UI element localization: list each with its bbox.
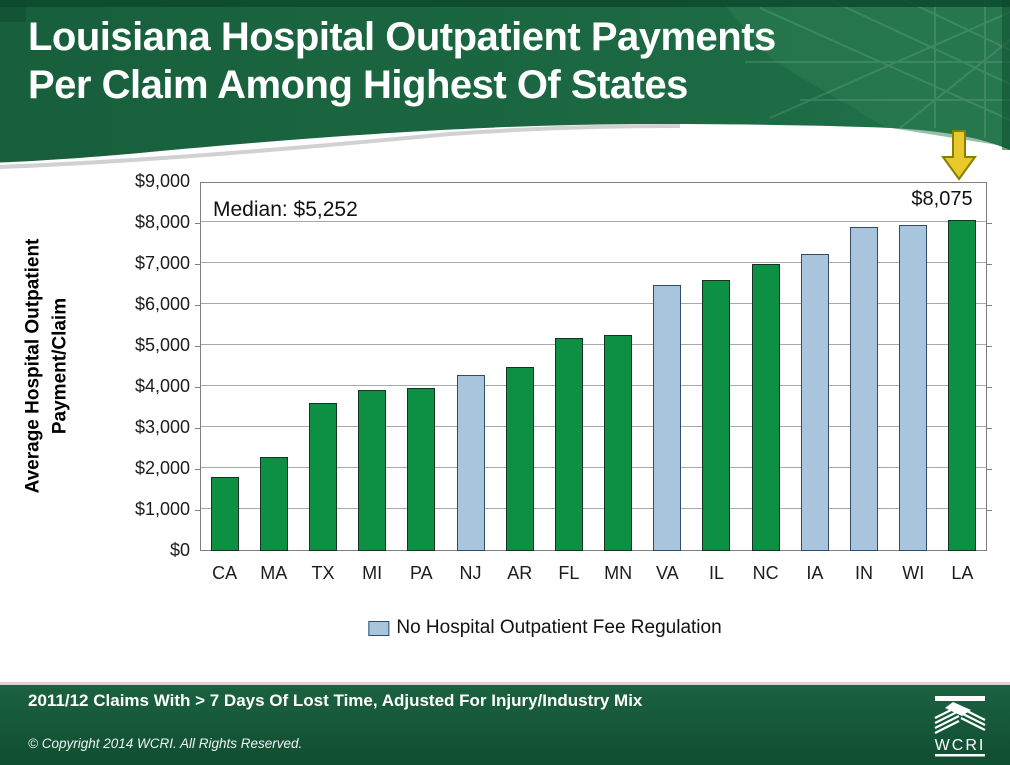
y-axis-title-line1: Average Hospital Outpatient xyxy=(22,238,44,494)
axis-tick xyxy=(195,305,200,306)
header-swoosh-graphic xyxy=(0,0,1010,169)
bar-MA xyxy=(259,456,288,551)
x-tick-label-CA: CA xyxy=(212,563,238,583)
x-tick-label-VA: VA xyxy=(655,563,679,583)
y-tick-label-6: $6,000 xyxy=(134,294,190,314)
axis-tick xyxy=(195,264,200,265)
bar-IA xyxy=(800,253,829,551)
x-tick-label-IL: IL xyxy=(708,563,724,583)
gridline-5000 xyxy=(201,344,986,345)
x-tick-label-IN: IN xyxy=(855,563,874,583)
y-tick-label-9: $9,000 xyxy=(134,171,190,191)
gridline-7000 xyxy=(201,262,986,263)
bar-FL xyxy=(554,337,583,551)
axis-tick xyxy=(987,264,992,265)
max-value-annotation: $8,075 xyxy=(911,188,973,210)
median-annotation: Median: $5,252 xyxy=(213,198,358,221)
gridline-3000 xyxy=(201,426,986,427)
x-tick-label-FL: FL xyxy=(558,563,580,583)
legend-swatch-no-regulation xyxy=(368,620,390,636)
bar-NC xyxy=(751,264,780,551)
x-tick-label-IA: IA xyxy=(806,563,824,583)
header-banner: Louisiana Hospital Outpatient Payments P… xyxy=(0,0,1010,185)
bar-WI xyxy=(899,225,928,551)
legend-label: No Hospital Outpatient Fee Regulation xyxy=(396,617,722,638)
y-tick-label-1: $1,000 xyxy=(134,499,190,519)
x-tick-label-MI: MI xyxy=(362,563,383,583)
down-arrow-icon xyxy=(941,130,977,181)
axis-tick xyxy=(195,469,200,470)
axis-tick xyxy=(987,223,992,224)
y-tick-label-7: $7,000 xyxy=(134,253,190,273)
axis-tick xyxy=(195,428,200,429)
gridline-2000 xyxy=(201,467,986,468)
axis-tick xyxy=(195,510,200,511)
y-tick-label-4: $4,000 xyxy=(134,376,190,396)
y-tick-label-3: $3,000 xyxy=(134,417,190,437)
gridline-1000 xyxy=(201,508,986,509)
bar-AR xyxy=(505,366,534,551)
wcri-logo: WCRI xyxy=(934,696,986,757)
wcri-logo-text: WCRI xyxy=(935,737,986,754)
bar-CA xyxy=(210,477,239,551)
x-tick-label-WI: WI xyxy=(902,563,925,583)
y-tick-label-0: $0 xyxy=(169,540,190,560)
footer-copyright: © Copyright 2014 WCRI. All Rights Reserv… xyxy=(28,736,303,751)
x-tick-label-TX: TX xyxy=(311,563,335,583)
x-tick-label-LA: LA xyxy=(951,563,974,583)
axis-tick xyxy=(987,387,992,388)
x-tick-label-NJ: NJ xyxy=(459,563,482,583)
construction-pattern-decoration xyxy=(720,0,1010,150)
bar-PA xyxy=(407,387,436,551)
footer-subtitle: 2011/12 Claims With > 7 Days Of Lost Tim… xyxy=(28,691,643,710)
page-title-line1: Louisiana Hospital Outpatient Payments xyxy=(28,15,776,59)
x-tick-label-PA: PA xyxy=(410,563,433,583)
footer-band: 2011/12 Claims With > 7 Days Of Lost Tim… xyxy=(0,685,1010,765)
bar-NJ xyxy=(456,374,485,551)
y-tick-label-2: $2,000 xyxy=(134,458,190,478)
axis-tick xyxy=(987,305,992,306)
gridline-6000 xyxy=(201,303,986,304)
y-axis-title-line2: Payment/Claim xyxy=(49,297,71,435)
gridline-8000 xyxy=(201,221,986,222)
x-tick-label-NC: NC xyxy=(752,563,779,583)
axis-tick xyxy=(195,387,200,388)
x-tick-label-MA: MA xyxy=(260,563,288,583)
page-title: Louisiana Hospital Outpatient Payments P… xyxy=(28,13,776,109)
legend: No Hospital Outpatient Fee Regulation xyxy=(368,617,722,639)
axis-tick xyxy=(195,223,200,224)
axis-tick xyxy=(987,346,992,347)
page-title-line2: Per Claim Among Highest Of States xyxy=(28,63,688,107)
axis-tick xyxy=(987,469,992,470)
y-tick-label-5: $5,000 xyxy=(134,335,190,355)
axis-tick xyxy=(987,510,992,511)
bar-MN xyxy=(604,334,633,551)
x-tick-label-MN: MN xyxy=(604,563,633,583)
bar-IL xyxy=(702,280,731,551)
bar-IN xyxy=(850,227,879,551)
gridline-4000 xyxy=(201,385,986,386)
bar-VA xyxy=(653,284,682,551)
bar-TX xyxy=(308,403,337,551)
bar-LA xyxy=(948,219,977,551)
axis-tick xyxy=(195,346,200,347)
y-axis-title: Average Hospital Outpatient Payment/Clai… xyxy=(20,182,76,551)
bar-MI xyxy=(358,389,387,551)
x-tick-label-AR: AR xyxy=(507,563,533,583)
y-tick-label-8: $8,000 xyxy=(134,212,190,232)
footer-separator xyxy=(0,682,1010,685)
axis-tick xyxy=(987,428,992,429)
